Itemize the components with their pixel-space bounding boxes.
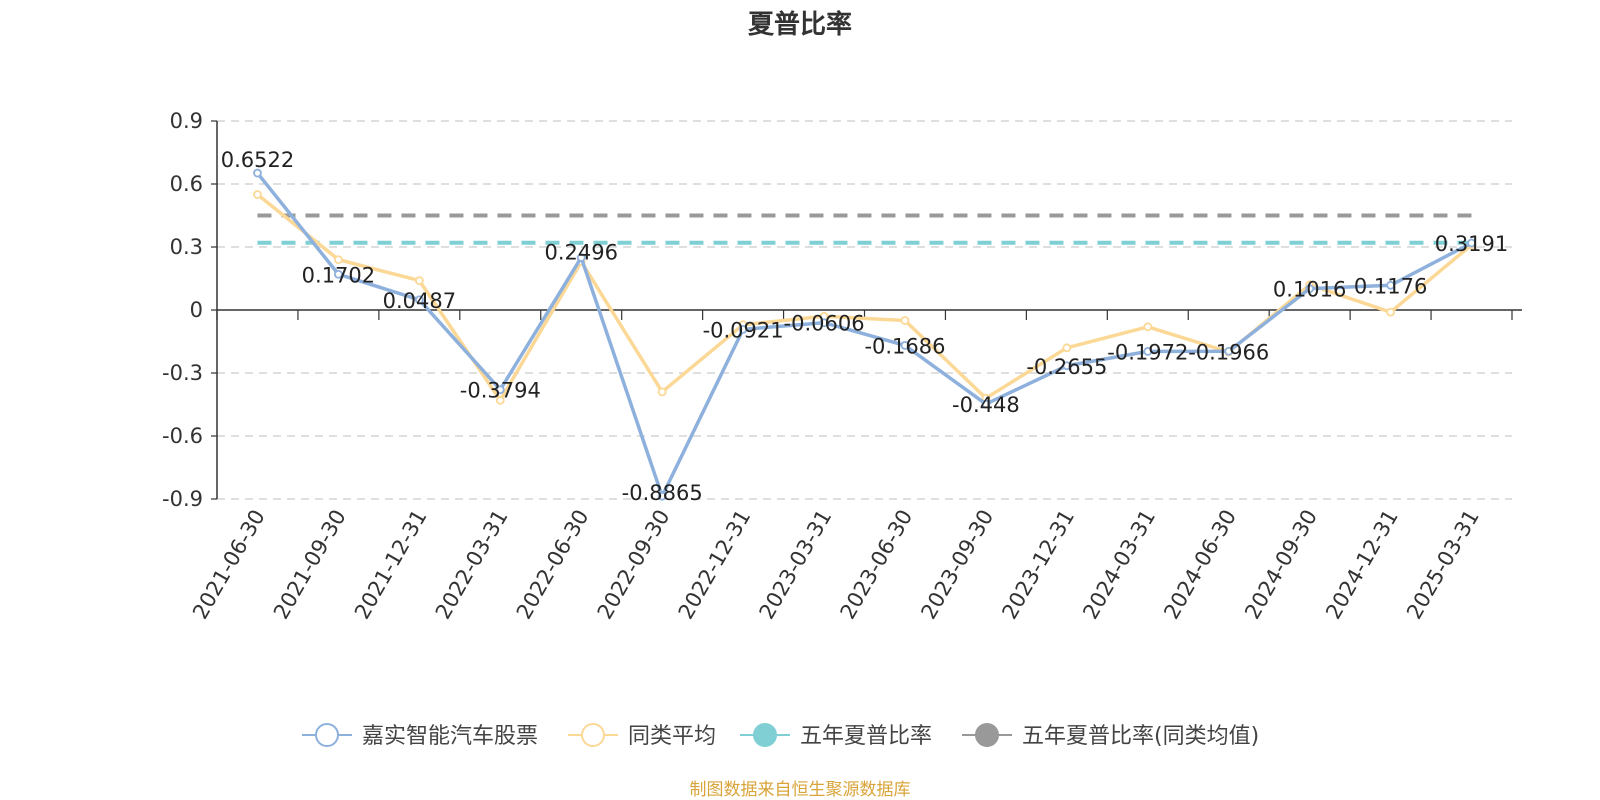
x-tick-label: 2022-03-31 — [431, 506, 513, 624]
x-tick-label: 2024-03-31 — [1078, 506, 1160, 624]
data-label: -0.0921 — [703, 318, 784, 342]
series-line-0 — [256, 171, 1473, 498]
data-label: 0.3191 — [1435, 232, 1508, 256]
legend-item-1[interactable]: 同类平均 — [568, 723, 716, 749]
data-label: 0.1016 — [1273, 278, 1346, 302]
legend-item-3[interactable]: 五年夏普比率(同类均值) — [962, 723, 1259, 749]
data-labels: 0.6522 0.1702 0.0487 -0.3794 0.2496 -0.8865 -0… — [221, 148, 1509, 505]
data-label: -0.1972 — [1107, 340, 1188, 364]
y-tick-label: 0.6 — [170, 172, 203, 196]
x-tick-label: 2023-12-31 — [997, 506, 1079, 624]
legend-label: 嘉实智能汽车股票 — [362, 724, 538, 749]
data-label: 0.1176 — [1354, 274, 1427, 298]
data-label: -0.8865 — [622, 481, 703, 505]
data-label: -0.448 — [952, 393, 1020, 417]
data-label: 0.2496 — [544, 241, 617, 265]
x-tick-label: 2022-09-30 — [593, 506, 675, 624]
x-tick-label: 2024-09-30 — [1240, 506, 1322, 624]
data-point-0[interactable] — [981, 399, 991, 409]
data-label: 0.1702 — [302, 263, 375, 287]
data-point-1[interactable] — [495, 395, 505, 405]
data-point-0[interactable] — [495, 385, 505, 395]
y-tick-label: 0.3 — [170, 235, 203, 259]
data-point-1[interactable] — [1386, 307, 1395, 317]
y-tick-label: -0.9 — [162, 487, 203, 511]
legend-marker — [315, 723, 339, 747]
legend-label: 同类平均 — [628, 724, 716, 749]
data-point-0[interactable] — [819, 318, 829, 328]
data-label: -0.3794 — [460, 379, 541, 403]
data-point-0[interactable] — [1305, 284, 1315, 294]
data-label: -0.1686 — [864, 334, 945, 358]
grid-lines — [217, 120, 1512, 500]
data-point-0[interactable] — [1224, 346, 1234, 356]
series-lines — [253, 168, 1476, 501]
x-tick-label: 2021-09-30 — [269, 506, 351, 624]
legend-marker — [581, 723, 605, 747]
data-source-note: 制图数据来自恒生聚源数据库 — [690, 780, 911, 800]
data-point-0[interactable] — [1386, 280, 1395, 290]
y-tick-label: 0.9 — [170, 109, 203, 133]
y-tick-label: 0 — [190, 298, 203, 322]
data-label: 0.0487 — [383, 289, 456, 313]
legend[interactable]: 嘉实智能汽车股票 同类平均 五年夏普比率 五年夏普比率(同类均值) — [302, 723, 1259, 749]
data-point-1[interactable] — [1143, 322, 1153, 332]
data-label: 0.6522 — [221, 148, 294, 172]
data-point-1[interactable] — [414, 276, 424, 286]
data-point-0[interactable] — [414, 295, 424, 305]
data-point-0[interactable] — [900, 341, 910, 350]
y-tick-label: -0.3 — [162, 361, 203, 385]
data-point-1[interactable] — [657, 387, 667, 397]
legend-label: 五年夏普比率(同类均值) — [1022, 724, 1259, 749]
x-tick-label: 2022-06-30 — [512, 506, 594, 624]
x-tick-label: 2022-12-31 — [674, 506, 756, 624]
data-point-0[interactable] — [657, 491, 667, 501]
data-point-0[interactable] — [253, 168, 262, 178]
data-point-0[interactable] — [334, 269, 343, 279]
data-point-1[interactable] — [900, 316, 910, 325]
x-tick-label: 2023-06-30 — [835, 506, 917, 624]
data-label: -0.0606 — [784, 312, 865, 336]
legend-label: 五年夏普比率 — [800, 724, 932, 749]
legend-item-2[interactable]: 五年夏普比率 — [740, 723, 932, 749]
data-point-1[interactable] — [253, 190, 262, 199]
data-point-0[interactable] — [576, 253, 586, 262]
y-tick-label: -0.6 — [162, 424, 203, 448]
data-point-1[interactable] — [334, 255, 343, 265]
data-point-0[interactable] — [1143, 347, 1153, 356]
legend-marker — [753, 723, 777, 747]
data-label: -0.1966 — [1188, 340, 1269, 364]
legend-item-0[interactable]: 嘉实智能汽车股票 — [302, 723, 538, 749]
x-tick-label: 2021-06-30 — [188, 506, 270, 624]
data-point-0[interactable] — [738, 324, 748, 334]
data-point-0[interactable] — [1062, 361, 1072, 371]
x-tick-label: 2023-03-31 — [755, 506, 837, 624]
data-label: -0.2655 — [1026, 355, 1107, 379]
chart-title: 夏普比率 — [748, 9, 852, 40]
x-tick-label: 2024-06-30 — [1159, 506, 1241, 624]
x-tick-label: 2024-12-31 — [1321, 506, 1403, 624]
x-tick-label: 2023-09-30 — [916, 506, 998, 624]
x-tick-label: 2025-03-31 — [1402, 506, 1484, 624]
data-point-1[interactable] — [1062, 343, 1072, 353]
data-point-0[interactable] — [1467, 238, 1476, 248]
legend-marker — [975, 723, 999, 747]
x-tick-label: 2021-12-31 — [350, 506, 432, 624]
